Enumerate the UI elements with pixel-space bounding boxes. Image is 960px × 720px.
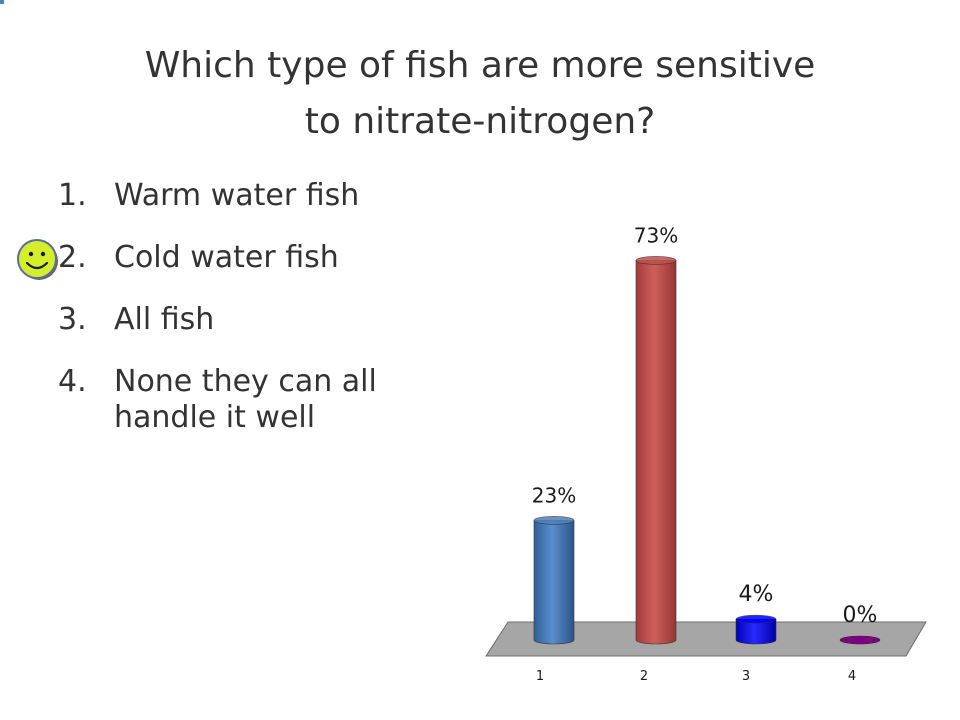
option-number: 3. [58,302,87,337]
option-text: All fish [114,302,215,337]
option-text: Cold water fish [114,240,339,275]
answer-options: 1. Warm water fish 2. Cold water fish 3.… [58,178,458,462]
bar-1 [533,516,575,645]
data-labels-group: 23% 73% 4% 0% [532,223,878,628]
corner-mark [0,0,4,4]
tick-label-2: 2 [640,669,648,684]
chart-floor [485,621,927,657]
option-number: 4. [58,364,87,399]
tick-label-1: 1 [536,669,544,684]
title-line-2: to nitrate-nitrogen? [304,101,656,142]
bar-3 [735,614,777,645]
smiley-icon [17,239,58,280]
data-label-4: 0% [843,603,878,628]
title-line-1: Which type of fish are more sensitive [144,45,816,86]
tick-label-3: 3 [742,669,750,684]
slide-title: Which type of fish are more sensitive to… [40,38,920,150]
bar-4 [839,635,881,645]
option-number: 1. [58,178,87,213]
data-label-1: 23% [532,483,576,507]
answer-option-2: 2. Cold water fish [58,240,458,276]
tick-labels-group: 1 2 3 4 [536,669,856,684]
option-number: 2. [58,240,87,275]
results-chart: 23% 73% 4% 0% 1 2 3 4 [485,223,927,684]
tick-label-4: 4 [848,669,856,684]
bar-2 [635,256,677,645]
answer-option-4: 4. None they can all handle it well [58,364,458,436]
answer-option-1: 1. Warm water fish [58,178,458,214]
option-text: Warm water fish [114,178,360,213]
answer-option-3: 3. All fish [58,302,458,338]
data-label-2: 73% [634,223,678,247]
data-label-3: 4% [739,582,774,607]
option-text: None they can all handle it well [114,364,377,435]
bars-group [533,256,881,645]
